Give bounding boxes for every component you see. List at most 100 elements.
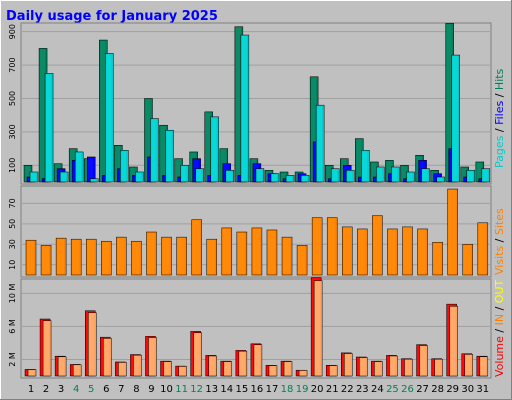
bar-pages-highlight bbox=[362, 151, 368, 181]
bar-visits-highlight bbox=[132, 242, 140, 274]
bar-volume-in bbox=[178, 366, 187, 377]
bar-pages-highlight bbox=[121, 151, 127, 181]
bar-hits-highlight bbox=[371, 162, 377, 181]
bar-visits-highlight bbox=[207, 240, 215, 274]
bar-pages bbox=[300, 175, 310, 183]
bar-volume-in bbox=[268, 365, 278, 377]
bar-pages bbox=[330, 168, 340, 183]
bar-pages bbox=[466, 170, 475, 183]
bar-volume-in-highlight bbox=[209, 356, 215, 375]
bar-pages bbox=[361, 150, 370, 183]
chart-title: Daily usage for January 2025 bbox=[6, 9, 218, 24]
x-tick-label: 1 bbox=[28, 384, 34, 395]
bar-visits-highlight bbox=[147, 233, 155, 274]
bar-hits-highlight bbox=[235, 27, 241, 181]
x-tick-label: 3 bbox=[58, 384, 64, 395]
bar-pages bbox=[346, 170, 355, 183]
bar-visits-highlight bbox=[343, 227, 351, 274]
bar-volume-in-highlight bbox=[149, 338, 155, 375]
y-tick-label: 100 bbox=[8, 158, 17, 173]
bar-volume-in-highlight bbox=[330, 366, 336, 375]
bar-pages-highlight bbox=[271, 174, 277, 181]
bar-hits-highlight bbox=[326, 166, 332, 181]
x-tick-label: 13 bbox=[205, 384, 218, 395]
x-tick-label: 28 bbox=[431, 384, 444, 395]
bar-pages-highlight bbox=[437, 177, 443, 181]
bar-visits bbox=[296, 245, 308, 276]
bar-volume-in bbox=[344, 353, 353, 377]
bar-visits bbox=[266, 229, 278, 276]
bar-visits bbox=[281, 236, 293, 276]
bar-hits-highlight bbox=[100, 41, 106, 181]
bar-files-highlight bbox=[88, 157, 94, 181]
bar-visits bbox=[357, 228, 368, 276]
bar-visits bbox=[101, 240, 112, 276]
bar-pages-highlight bbox=[302, 176, 308, 181]
bar-visits bbox=[116, 236, 127, 276]
legend-bot: Volume / IN / OUT bbox=[493, 279, 506, 377]
bar-pages-highlight bbox=[136, 172, 142, 181]
bar-hits-highlight bbox=[311, 77, 317, 181]
bar-visits-highlight bbox=[87, 240, 95, 274]
x-tick-label: 30 bbox=[461, 384, 474, 395]
x-tick-label: 27 bbox=[416, 384, 429, 395]
bar-visits-highlight bbox=[57, 239, 65, 274]
y-tick-label: 300 bbox=[8, 124, 17, 139]
bar-hits-highlight bbox=[175, 159, 181, 181]
bar-pages-highlight bbox=[332, 169, 338, 181]
bar-visits-highlight bbox=[328, 218, 336, 274]
bar-pages-highlight bbox=[241, 36, 247, 182]
bar-pages bbox=[421, 168, 430, 183]
bar-volume-in bbox=[419, 345, 428, 377]
bar-volume-in bbox=[208, 355, 217, 377]
bar-volume-in bbox=[223, 361, 233, 377]
bar-pages-highlight bbox=[287, 176, 293, 181]
bar-visits-highlight bbox=[433, 243, 441, 274]
bar-volume-in-highlight bbox=[465, 355, 471, 375]
bar-pages bbox=[59, 171, 69, 183]
bar-pages bbox=[270, 173, 280, 183]
bar-pages bbox=[210, 116, 219, 183]
bar-hits-highlight bbox=[401, 166, 407, 181]
y-tick-label: 500 bbox=[8, 91, 17, 106]
bar-hits-highlight bbox=[145, 99, 151, 181]
bar-volume-in bbox=[42, 320, 52, 377]
y-tick-label: 70 bbox=[8, 198, 17, 208]
bar-volume-in bbox=[298, 370, 308, 377]
bar-volume-in-highlight bbox=[134, 356, 140, 375]
bar-pages-highlight bbox=[76, 152, 82, 181]
bar-volume-in bbox=[404, 358, 413, 377]
bar-volume-in-highlight bbox=[345, 354, 351, 375]
x-tick-label: 23 bbox=[356, 384, 369, 395]
bar-visits-highlight bbox=[478, 223, 486, 274]
bar-hits-highlight bbox=[130, 167, 136, 181]
bar-volume-in-highlight bbox=[119, 363, 125, 375]
x-tick-label: 25 bbox=[386, 384, 399, 395]
bar-volume-in bbox=[313, 280, 323, 377]
bar-visits bbox=[372, 215, 383, 276]
bar-volume-in-highlight bbox=[405, 360, 411, 375]
bar-pages-highlight bbox=[106, 54, 112, 181]
bar-pages bbox=[240, 34, 250, 183]
bar-volume-in-highlight bbox=[269, 366, 275, 375]
bar-volume-in-highlight bbox=[44, 321, 50, 375]
bar-visits bbox=[477, 222, 489, 276]
bar-pages bbox=[150, 118, 159, 183]
x-tick-label: 31 bbox=[476, 384, 489, 395]
bar-pages-highlight bbox=[407, 172, 413, 181]
bar-volume-in bbox=[253, 344, 263, 377]
bar-hits-highlight bbox=[40, 49, 46, 181]
bar-visits bbox=[146, 231, 157, 276]
bar-volume-in-highlight bbox=[375, 362, 381, 375]
x-tick-label: 29 bbox=[446, 384, 459, 395]
bar-pages-highlight bbox=[166, 131, 172, 181]
bar-pages-highlight bbox=[151, 119, 157, 181]
bar-volume-in-highlight bbox=[59, 357, 65, 375]
bar-pages bbox=[376, 166, 385, 183]
bar-volume-in bbox=[163, 361, 172, 377]
bar-pages bbox=[29, 171, 39, 183]
x-tick-label: 5 bbox=[88, 384, 94, 395]
bar-volume-in bbox=[283, 361, 293, 377]
bar-hits-highlight bbox=[476, 162, 482, 181]
